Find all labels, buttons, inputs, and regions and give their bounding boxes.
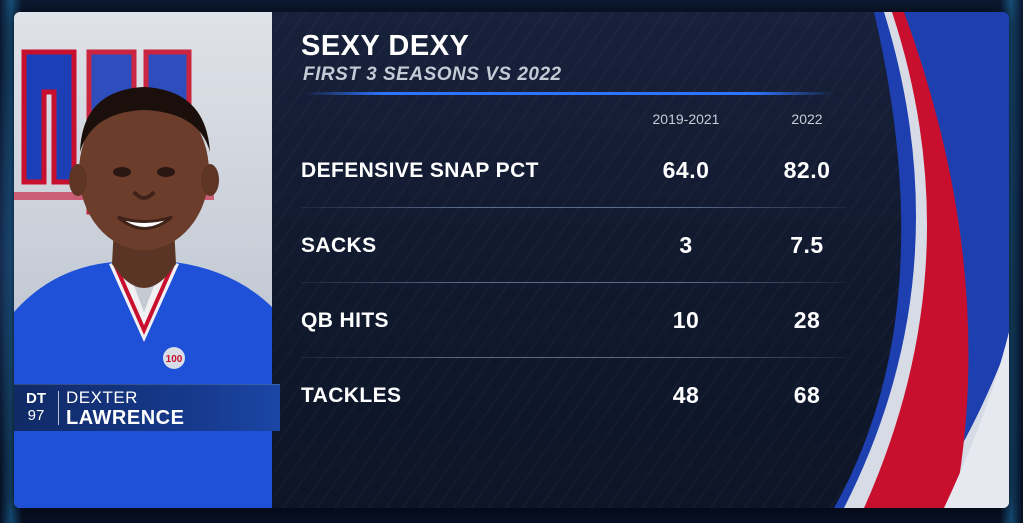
stat-label: SACKS	[301, 234, 377, 257]
jersey-patch-text: 100	[166, 354, 183, 365]
stat-row-qb-hits: QB HITS 10 28	[301, 283, 846, 358]
stat-label: TACKLES	[301, 384, 402, 407]
stat-value-2019-2021: 64.0	[662, 157, 710, 183]
stat-value-2022: 7.5	[790, 232, 824, 258]
stat-value-2019-2021: 10	[672, 307, 700, 333]
stat-row-defensive-snap-pct: DEFENSIVE SNAP PCT 64.0 82.0	[301, 133, 846, 208]
player-position: DT	[26, 390, 46, 407]
player-last-name: LAWRENCE	[66, 407, 185, 429]
team-color-swoosh	[834, 12, 1009, 508]
graphic-title: SEXY DEXY	[301, 30, 470, 62]
player-photo: 100	[14, 12, 272, 508]
stat-value-2019-2021: 48	[672, 382, 700, 408]
column-header-2019-2021: 2019-2021	[652, 111, 720, 127]
stat-value-2022: 28	[793, 307, 821, 333]
stat-row-sacks: SACKS 3 7.5	[301, 208, 846, 283]
stats-graphic-panel: 100 DT 97 DEXTER LAWRENCE SEXY DEXY FIRS…	[14, 12, 1009, 508]
player-first-name: DEXTER	[66, 388, 138, 407]
stat-label: QB HITS	[301, 309, 389, 332]
stat-value-2022: 82.0	[783, 157, 831, 183]
graphic-subtitle: FIRST 3 SEASONS VS 2022	[303, 64, 562, 85]
column-header-2022: 2022	[791, 111, 823, 127]
jersey-patch-icon: 100	[163, 347, 185, 369]
title-underline	[304, 92, 834, 95]
row-divider	[301, 282, 846, 283]
stat-row-tackles: TACKLES 48 68	[301, 358, 846, 433]
stat-label: DEFENSIVE SNAP PCT	[301, 159, 539, 182]
player-name-plate: DT 97 DEXTER LAWRENCE	[14, 384, 280, 431]
row-divider	[301, 207, 846, 208]
stat-value-2019-2021: 3	[679, 232, 693, 258]
stat-value-2022: 68	[793, 382, 821, 408]
player-number: 97	[27, 407, 45, 424]
name-plate-divider	[58, 391, 59, 425]
row-divider	[301, 357, 846, 358]
